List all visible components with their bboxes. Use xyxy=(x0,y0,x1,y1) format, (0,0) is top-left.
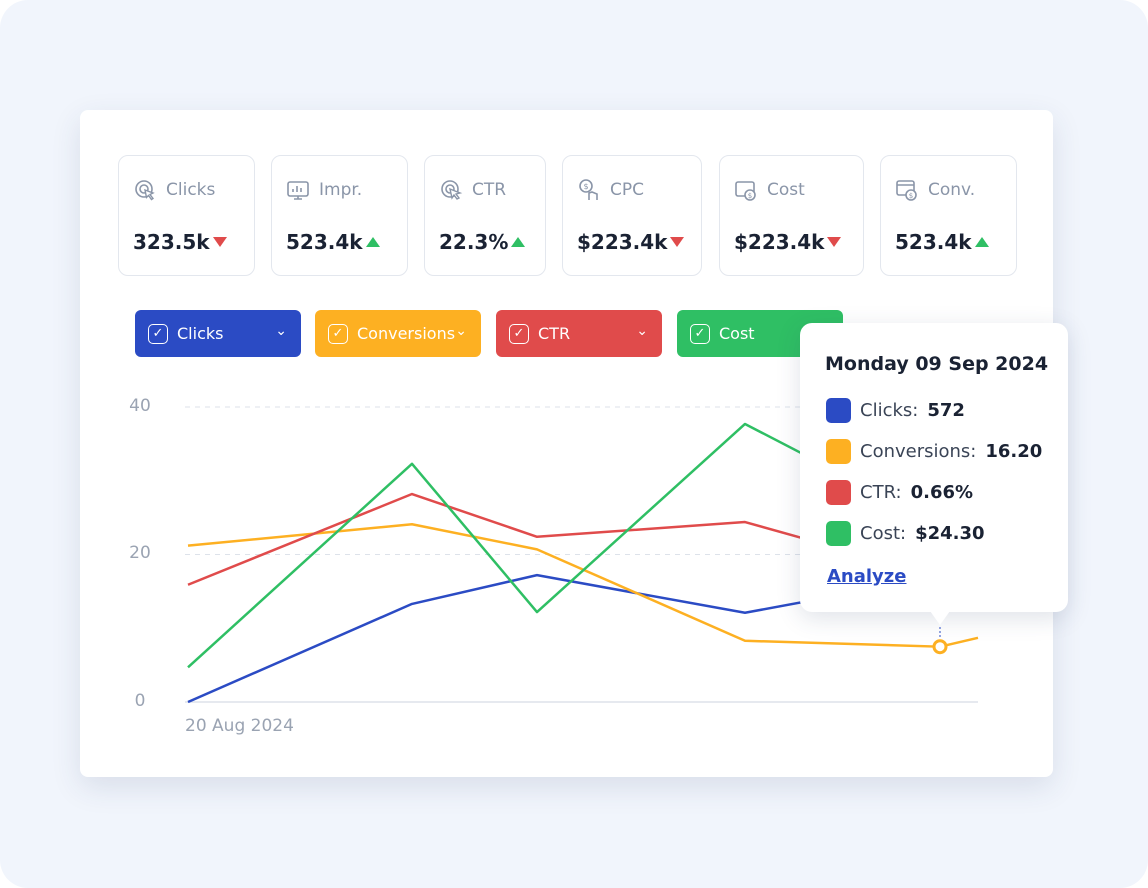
target-cursor-icon xyxy=(441,180,463,200)
x-tick-label: 20 Aug 2024 xyxy=(185,716,294,736)
series-swatch xyxy=(826,480,851,505)
checkbox-checked-icon[interactable]: ✓ xyxy=(509,323,529,344)
money-bag-icon: $ xyxy=(896,180,917,201)
stat-label: Clicks xyxy=(166,180,216,200)
y-tick-label: 40 xyxy=(129,396,151,416)
filter-label: CTR xyxy=(538,324,571,343)
stat-label: Impr. xyxy=(319,180,363,200)
tooltip-value: $24.30 xyxy=(915,523,985,544)
tooltip-row: Conversions: 16.20 xyxy=(826,439,1042,464)
y-tick-label: 0 xyxy=(134,691,146,711)
tooltip-value: 0.66% xyxy=(910,482,974,503)
trend-down-icon xyxy=(670,237,685,247)
svg-text:$: $ xyxy=(909,192,913,200)
stat-label: Cost xyxy=(767,180,805,200)
trend-up-icon xyxy=(511,237,526,247)
stat-value: 22.3% xyxy=(439,230,509,254)
trend-down-icon xyxy=(827,237,842,247)
stat-card-ctr[interactable]: CTR 22.3% xyxy=(424,155,546,276)
checkbox-checked-icon[interactable]: ✓ xyxy=(328,323,348,344)
filter-label: Cost xyxy=(719,324,755,343)
tooltip-value: 16.20 xyxy=(985,441,1043,462)
trend-up-icon xyxy=(974,237,989,247)
filter-ctr-dropdown[interactable]: ✓ CTR ⌄ xyxy=(496,310,662,357)
stat-value: 523.4k xyxy=(286,230,363,254)
tooltip-label: Cost: xyxy=(860,523,907,544)
dollar-hand-icon: $ xyxy=(579,179,598,200)
stat-value: $223.4k xyxy=(577,230,668,254)
tooltip-pointer xyxy=(930,611,950,625)
trend-down-icon xyxy=(212,237,227,247)
filter-label: Clicks xyxy=(177,324,224,343)
stat-label: CPC xyxy=(610,180,644,200)
stat-card-cost[interactable]: $ Cost $223.4k xyxy=(719,155,864,276)
tooltip-row: Clicks: 572 xyxy=(826,398,965,423)
series-swatch xyxy=(826,439,851,464)
chevron-down-icon: ⌄ xyxy=(275,323,287,339)
tooltip-value: 572 xyxy=(927,400,965,421)
stat-card-conv[interactable]: $ Conv. 523.4k xyxy=(880,155,1017,276)
stat-label: CTR xyxy=(472,180,507,200)
tooltip-label: Conversions: xyxy=(860,441,977,462)
chart-tooltip: Monday 09 Sep 2024 Clicks: 572 Conversions… xyxy=(800,323,1068,612)
filter-clicks-dropdown[interactable]: ✓ Clicks ⌄ xyxy=(135,310,301,357)
y-tick-label: 20 xyxy=(129,543,151,563)
tooltip-label: CTR: xyxy=(860,482,902,503)
stat-value: 323.5k xyxy=(133,230,210,254)
filter-conversions-dropdown[interactable]: ✓ Conversions ⌄ xyxy=(315,310,481,357)
chevron-down-icon: ⌄ xyxy=(636,323,648,339)
tooltip-label: Clicks: xyxy=(860,400,919,421)
stat-card-impr[interactable]: Impr. 523.4k xyxy=(271,155,408,276)
cursor-click-icon xyxy=(135,180,155,201)
checkbox-checked-icon[interactable]: ✓ xyxy=(148,323,168,344)
wallet-dollar-icon: $ xyxy=(735,181,756,201)
chevron-down-icon: ⌄ xyxy=(455,323,467,339)
stat-value: 523.4k xyxy=(895,230,972,254)
tooltip-date: Monday 09 Sep 2024 xyxy=(825,353,1049,375)
series-swatch xyxy=(826,521,851,546)
monitor-chart-icon xyxy=(287,181,309,200)
trend-up-icon xyxy=(365,237,380,247)
stat-value: $223.4k xyxy=(734,230,825,254)
svg-text:$: $ xyxy=(583,182,588,191)
highlighted-point xyxy=(932,639,948,655)
stat-card-clicks[interactable]: Clicks 323.5k xyxy=(118,155,255,276)
stat-label: Conv. xyxy=(928,180,976,200)
svg-text:$: $ xyxy=(748,192,752,200)
checkbox-checked-icon[interactable]: ✓ xyxy=(690,323,710,344)
filter-label: Conversions xyxy=(357,324,456,343)
tooltip-row: Cost: $24.30 xyxy=(826,521,985,546)
stat-card-cpc[interactable]: $ CPC $223.4k xyxy=(562,155,702,276)
tooltip-row: CTR: 0.66% xyxy=(826,480,973,505)
analyze-link[interactable]: Analyze xyxy=(827,566,907,587)
series-swatch xyxy=(826,398,851,423)
